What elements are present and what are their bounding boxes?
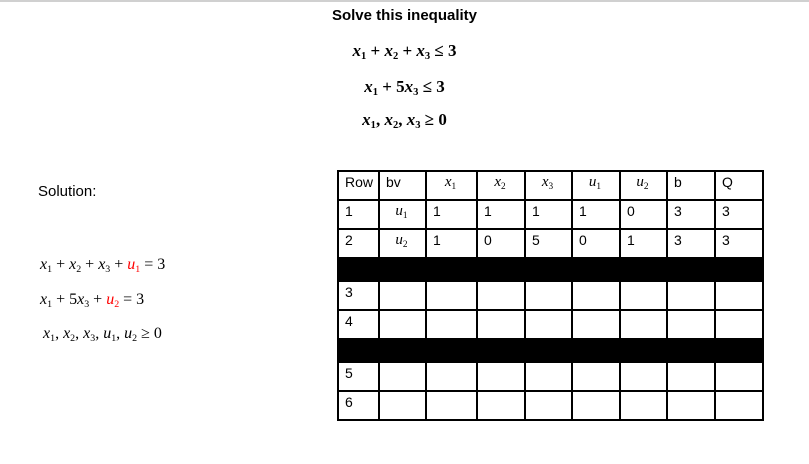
tableau-cell[interactable]: 5 — [337, 361, 380, 392]
top-divider — [0, 0, 809, 2]
tableau-cell[interactable] — [619, 309, 668, 340]
tableau-cell[interactable] — [378, 361, 427, 392]
tableau-cell[interactable] — [425, 361, 478, 392]
tableau-cell[interactable] — [714, 309, 764, 340]
simplex-tableau: Row bv x1 x2 x3 u1 u2 b Q 1 u1 1 1 1 1 0 3 3 2 u2 1 0 5 0 1 3 3 3 4 5… — [337, 170, 764, 421]
solution-label: Solution: — [38, 183, 97, 200]
tableau-cell[interactable]: 3 — [714, 199, 764, 230]
tableau-cell[interactable] — [524, 309, 573, 340]
tableau-cell[interactable] — [666, 361, 716, 392]
tableau-cell[interactable] — [571, 309, 621, 340]
tableau-row: 5 — [337, 361, 764, 392]
tableau-header-cell: x2 — [476, 170, 526, 201]
tableau-row: 4 — [337, 309, 764, 340]
tableau-separator-row — [337, 338, 764, 363]
tableau-cell[interactable] — [714, 280, 764, 311]
tableau-cell[interactable]: 2 — [337, 228, 380, 259]
tableau-cell[interactable]: 1 — [476, 199, 526, 230]
tableau-cell[interactable] — [378, 309, 427, 340]
tableau-separator-row — [337, 257, 764, 282]
tableau-cell[interactable] — [666, 390, 716, 421]
tableau-cell[interactable]: 4 — [337, 309, 380, 340]
tableau-row: 1 u1 1 1 1 1 0 3 3 — [337, 199, 764, 230]
tableau-row: 6 — [337, 390, 764, 421]
solution-equation-1: x1 + x2 + x3 + u1 = 3 — [40, 256, 166, 275]
tableau-row: 3 — [337, 280, 764, 311]
tableau-cell[interactable]: 1 — [524, 199, 573, 230]
tableau-cell[interactable] — [524, 280, 573, 311]
tableau-header-cell: bv — [378, 170, 427, 201]
problem-constraint-2: x1 + 5x3 ≤ 3 — [364, 77, 445, 98]
tableau-separator-fill — [337, 338, 764, 363]
tableau-header-row: Row bv x1 x2 x3 u1 u2 b Q — [337, 170, 764, 201]
tableau-header-cell: Row — [337, 170, 380, 201]
tableau-cell[interactable] — [619, 361, 668, 392]
tableau-cell[interactable] — [666, 280, 716, 311]
tableau-header-cell: x1 — [425, 170, 478, 201]
tableau-cell[interactable] — [571, 361, 621, 392]
tableau-cell[interactable]: 6 — [337, 390, 380, 421]
tableau-cell[interactable] — [476, 361, 526, 392]
tableau-cell[interactable] — [378, 280, 427, 311]
solution-equation-2: x1 + 5x3 + u2 = 3 — [40, 291, 145, 310]
tableau-cell[interactable] — [378, 390, 427, 421]
tableau-cell[interactable] — [524, 361, 573, 392]
tableau-cell[interactable] — [619, 390, 668, 421]
tableau-cell[interactable]: 1 — [337, 199, 380, 230]
tableau-cell[interactable]: 3 — [666, 228, 716, 259]
tableau-cell[interactable]: 1 — [425, 199, 478, 230]
tableau-cell[interactable] — [571, 280, 621, 311]
tableau-cell[interactable] — [425, 280, 478, 311]
tableau-header-cell: u2 — [619, 170, 668, 201]
tableau-cell[interactable]: 1 — [425, 228, 478, 259]
tableau-header-cell: x3 — [524, 170, 573, 201]
problem-constraint-1: x1 + x2 + x3 ≤ 3 — [352, 41, 457, 62]
tableau-cell[interactable]: 5 — [524, 228, 573, 259]
tableau-cell[interactable]: 1 — [571, 199, 621, 230]
tableau-cell[interactable]: u2 — [378, 228, 427, 259]
tableau-header-cell: Q — [714, 170, 764, 201]
tableau-cell[interactable] — [476, 280, 526, 311]
tableau-header-cell: b — [666, 170, 716, 201]
tableau-cell[interactable]: 3 — [337, 280, 380, 311]
tableau-separator-fill — [337, 257, 764, 282]
solution-nonnegativity: x1, x2, x3, u1, u2 ≥ 0 — [43, 325, 162, 344]
tableau-cell[interactable] — [571, 390, 621, 421]
tableau-row: 2 u2 1 0 5 0 1 3 3 — [337, 228, 764, 259]
tableau-cell[interactable] — [425, 309, 478, 340]
tableau-cell[interactable] — [714, 390, 764, 421]
tableau-cell[interactable]: 0 — [476, 228, 526, 259]
tableau-cell[interactable] — [425, 390, 478, 421]
page-title: Solve this inequality — [331, 7, 478, 24]
tableau-cell[interactable] — [476, 390, 526, 421]
tableau-cell[interactable] — [476, 309, 526, 340]
tableau-cell[interactable] — [666, 309, 716, 340]
tableau-cell[interactable]: 1 — [619, 228, 668, 259]
tableau-cell[interactable]: u1 — [378, 199, 427, 230]
tableau-cell[interactable] — [619, 280, 668, 311]
tableau-cell[interactable]: 3 — [666, 199, 716, 230]
tableau-cell[interactable]: 0 — [619, 199, 668, 230]
tableau-cell[interactable] — [524, 390, 573, 421]
tableau-cell[interactable]: 3 — [714, 228, 764, 259]
problem-nonnegativity: x1, x2, x3 ≥ 0 — [362, 110, 447, 131]
tableau-cell[interactable] — [714, 361, 764, 392]
tableau-header-cell: u1 — [571, 170, 621, 201]
tableau-cell[interactable]: 0 — [571, 228, 621, 259]
